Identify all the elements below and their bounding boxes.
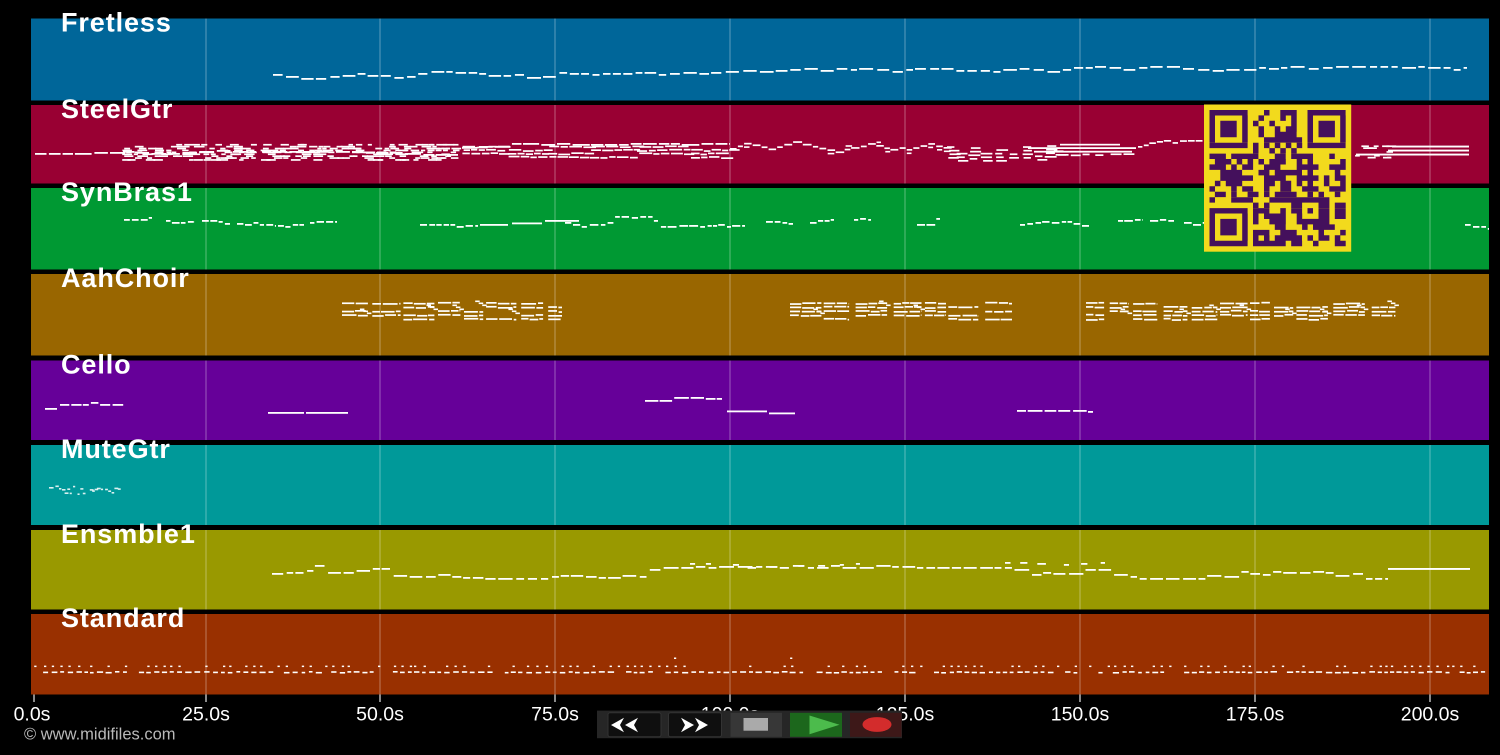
svg-text:75.0s: 75.0s (531, 704, 579, 726)
svg-text:© www.midifiles.com: © www.midifiles.com (24, 726, 176, 744)
svg-text:0.0s: 0.0s (14, 704, 51, 726)
svg-text:Standard: Standard (61, 603, 185, 633)
svg-text:SteelGtr: SteelGtr (61, 94, 173, 124)
svg-text:Fretless: Fretless (61, 7, 172, 37)
svg-text:SynBras1: SynBras1 (61, 177, 193, 207)
svg-text:175.0s: 175.0s (1226, 704, 1285, 726)
svg-text:Ensmble1: Ensmble1 (61, 519, 196, 549)
svg-text:MuteGtr: MuteGtr (61, 434, 171, 464)
svg-text:AahChoir: AahChoir (61, 263, 190, 293)
svg-text:Cello: Cello (61, 349, 132, 379)
svg-text:200.0s: 200.0s (1401, 704, 1460, 726)
svg-text:25.0s: 25.0s (182, 704, 230, 726)
svg-text:150.0s: 150.0s (1051, 704, 1110, 726)
svg-text:50.0s: 50.0s (356, 704, 404, 726)
